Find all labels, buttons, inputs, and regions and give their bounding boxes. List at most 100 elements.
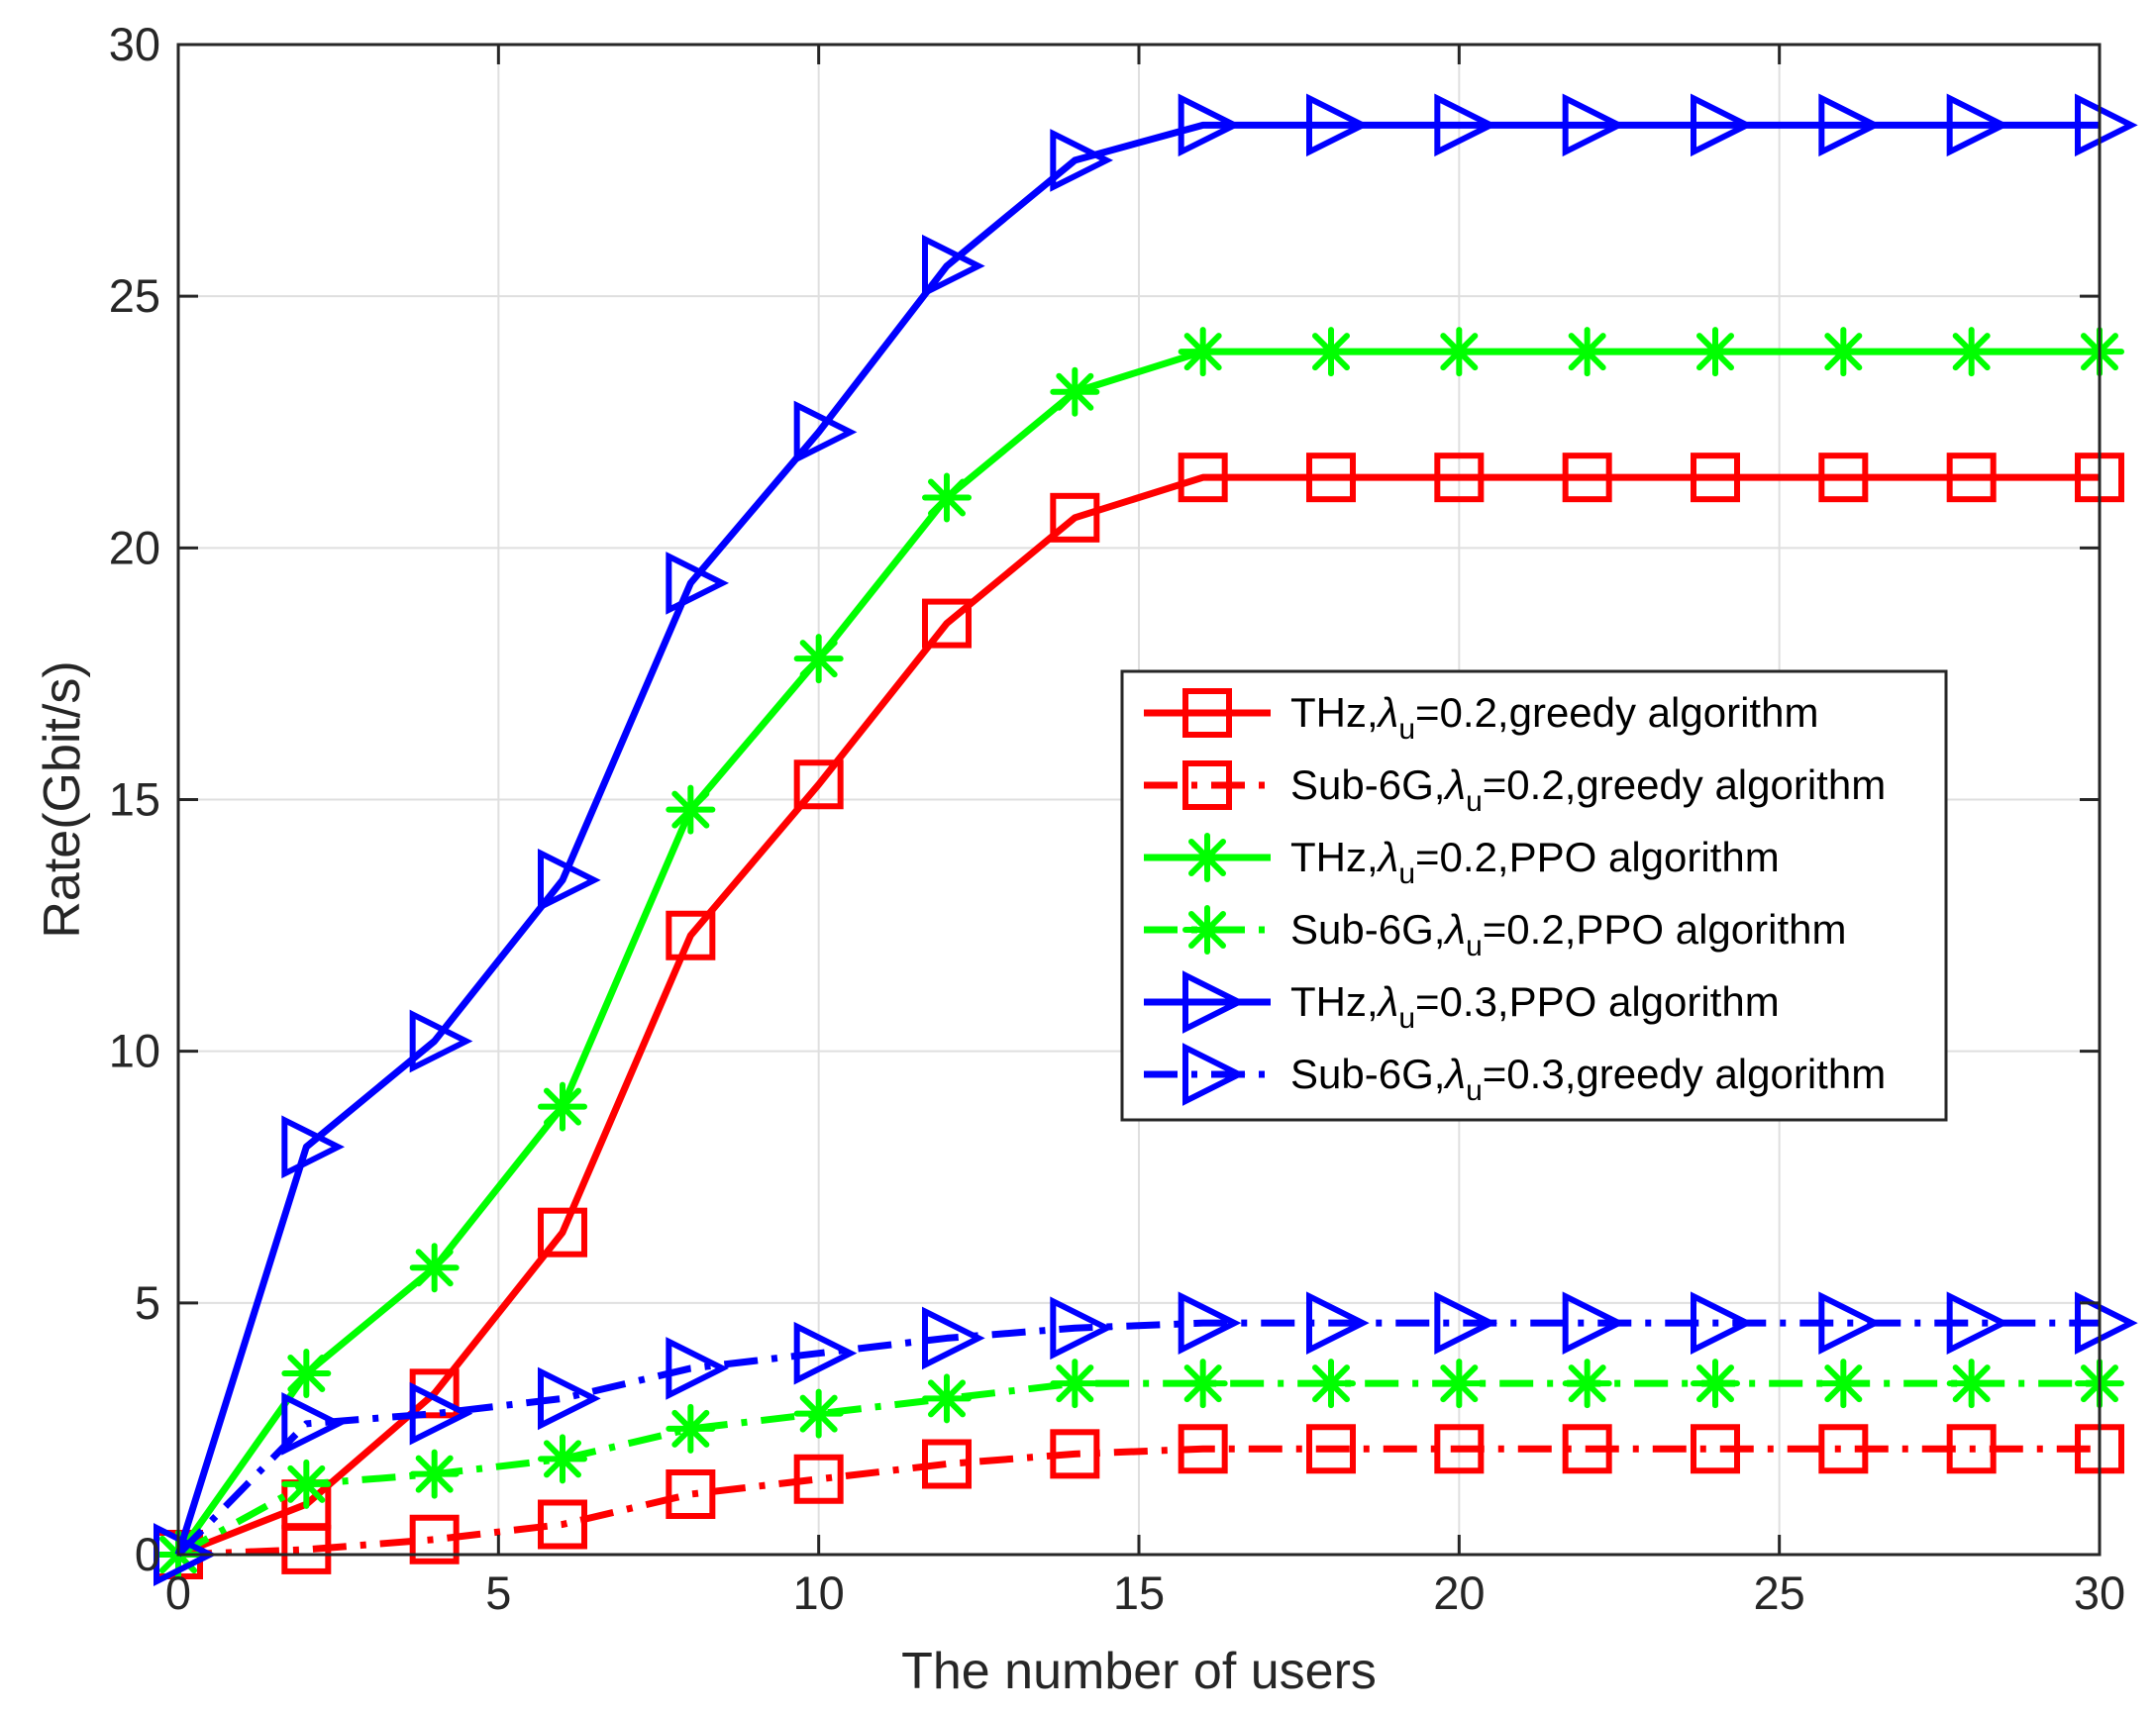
legend-label: THz,λu=0.2,greedy algorithm: [1290, 689, 1818, 746]
legend-subscript: u: [1398, 1002, 1415, 1035]
data-point: [409, 1381, 473, 1446]
data-point: [1818, 1424, 1869, 1474]
data-point: [1562, 453, 1612, 503]
data-point: [281, 1391, 346, 1456]
legend-subscript: u: [1398, 858, 1415, 890]
data-point: [1691, 327, 1740, 377]
asterisk-stroke: [287, 1355, 326, 1392]
data-point: [1818, 1359, 1869, 1409]
y-tick-label: 10: [109, 1025, 160, 1077]
x-tick-label: 25: [1754, 1566, 1805, 1619]
asterisk-stroke: [1183, 333, 1222, 371]
y-tick-label: 20: [109, 521, 160, 573]
data-point: [922, 1439, 972, 1489]
data-point: [409, 1514, 460, 1564]
data-point: [922, 598, 972, 649]
series-line: [176, 1379, 2100, 1559]
data-point: [281, 1459, 332, 1509]
data-point: [793, 634, 844, 684]
asterisk-stroke: [671, 1409, 710, 1448]
data-point: [793, 1388, 844, 1439]
plot-series: [154, 93, 2138, 1586]
data-point: [1562, 327, 1612, 377]
asterisk-stroke: [928, 478, 966, 517]
data-point: [409, 1009, 473, 1073]
legend-label: Sub-6G,λu=0.3,greedy algorithm: [1290, 1051, 1886, 1107]
legend-symbol: λ: [1377, 834, 1399, 880]
asterisk-stroke: [287, 1464, 326, 1503]
legend-prefix: THz,: [1290, 978, 1379, 1025]
data-point: [1306, 93, 1370, 157]
legend-label: THz,λu=0.3,PPO algorithm: [1290, 978, 1780, 1035]
data-point: [666, 1337, 730, 1400]
legend-prefix: THz,: [1290, 689, 1379, 736]
y-tick-label: 25: [109, 269, 160, 322]
legend-entry: Sub-6G,λu=0.3,greedy algorithm: [1144, 1043, 1886, 1107]
legend-symbol: λ: [1443, 761, 1466, 808]
asterisk-stroke: [1568, 333, 1606, 371]
asterisk-stroke: [1696, 333, 1734, 371]
data-point: [1178, 1424, 1228, 1474]
legend-marker: [1182, 688, 1232, 738]
asterisk-stroke: [1188, 911, 1226, 949]
legend-suffix: =0.3,greedy algorithm: [1483, 1051, 1886, 1097]
data-point: [793, 400, 858, 464]
data-point: [1434, 1359, 1485, 1409]
data-point: [538, 1434, 587, 1484]
data-point: [1178, 1359, 1228, 1409]
data-point: [409, 1449, 460, 1499]
data-point: [1562, 1291, 1626, 1356]
series-line: [176, 473, 2100, 1559]
y-tick-label: 5: [135, 1276, 160, 1329]
asterisk-stroke: [1568, 1364, 1606, 1403]
legend-suffix: =0.2,PPO algorithm: [1415, 834, 1780, 880]
x-tick-label: 5: [485, 1566, 511, 1619]
data-point: [1434, 93, 1498, 157]
data-point: [1691, 93, 1754, 157]
legend-prefix: Sub-6G,: [1290, 761, 1445, 808]
data-point: [922, 234, 985, 298]
legend-suffix: =0.2,greedy algorithm: [1415, 689, 1818, 736]
series-1: [154, 1424, 2124, 1579]
legend-entry: THz,λu=0.3,PPO algorithm: [1144, 970, 1780, 1035]
data-point: [281, 1524, 332, 1574]
series-line: [174, 121, 2100, 1557]
data-point: [922, 1306, 985, 1370]
legend-prefix: Sub-6G,: [1290, 1051, 1445, 1097]
data-point: [1178, 1291, 1242, 1356]
asterisk-stroke: [1696, 1364, 1734, 1403]
legend-suffix: =0.3,PPO algorithm: [1415, 978, 1780, 1025]
asterisk-stroke: [415, 1455, 454, 1493]
legend-symbol: λ: [1443, 1051, 1466, 1097]
data-point: [1434, 1424, 1485, 1474]
data-point: [1178, 93, 1242, 157]
data-point: [538, 1499, 587, 1550]
legend-entry: Sub-6G,λu=0.2,PPO algorithm: [1144, 905, 1846, 962]
legend-marker: [1182, 905, 1232, 955]
data-point: [1306, 1291, 1370, 1356]
data-point: [1562, 1424, 1612, 1474]
x-tick-label: 0: [165, 1566, 191, 1619]
data-point: [1946, 93, 2010, 157]
data-point: [1178, 327, 1228, 377]
data-point: [1306, 327, 1356, 377]
data-point: [1691, 1424, 1740, 1474]
data-point: [793, 1321, 858, 1385]
series-line: [175, 348, 2100, 1558]
legend-marker: [1182, 1043, 1246, 1106]
legend-box: [1120, 669, 1948, 1122]
data-point: [1946, 1291, 2010, 1356]
data-point: [1434, 453, 1485, 503]
data-point: [1691, 1359, 1740, 1409]
data-point: [1818, 327, 1869, 377]
series-4: [154, 93, 2138, 1586]
legend-marker: [1182, 833, 1232, 882]
asterisk-stroke: [799, 1394, 838, 1433]
data-point: [1050, 129, 1114, 192]
axis-ticks: [176, 43, 2102, 1557]
data-point: [1306, 453, 1356, 503]
asterisk-stroke: [1824, 1364, 1863, 1403]
legend-marker: [1182, 760, 1232, 810]
legend-entry: THz,λu=0.2,greedy algorithm: [1144, 688, 1818, 746]
legend-subscript: u: [1398, 713, 1415, 746]
